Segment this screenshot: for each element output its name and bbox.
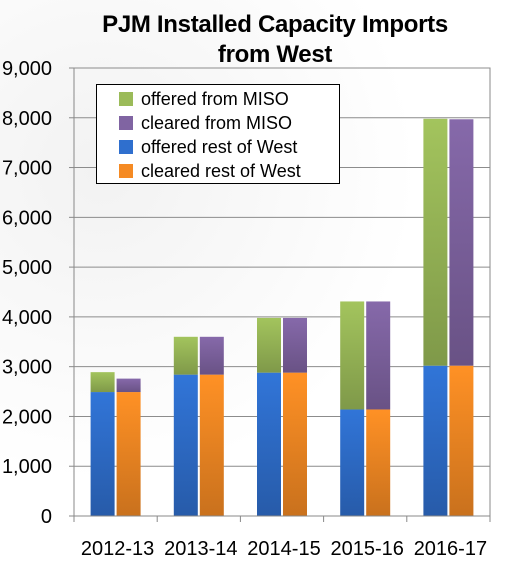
legend-item-cleared-rest-of-west: cleared rest of West bbox=[119, 159, 339, 183]
bar-offered-segment bbox=[340, 409, 365, 516]
bar-cleared-segment bbox=[366, 301, 391, 410]
bar-offered-segment bbox=[90, 372, 115, 393]
legend-swatch bbox=[119, 116, 133, 130]
bar-offered-segment bbox=[340, 301, 365, 410]
bar-cleared-segment bbox=[366, 409, 391, 516]
x-tick-label: 2015-16 bbox=[330, 538, 403, 560]
legend-item-offered-miso: offered from MISO bbox=[119, 87, 339, 111]
y-tick-label: 2,000 bbox=[2, 406, 52, 428]
x-tick-label: 2016-17 bbox=[414, 538, 487, 560]
legend-item-cleared-miso: cleared from MISO bbox=[119, 111, 339, 135]
y-tick-label: 9,000 bbox=[2, 58, 52, 80]
bar-offered-segment bbox=[257, 317, 281, 373]
bar-offered-segment bbox=[173, 336, 198, 375]
legend-label: cleared from MISO bbox=[141, 112, 293, 133]
x-tick-label: 2013-14 bbox=[164, 538, 237, 560]
y-tick-label: 7,000 bbox=[2, 158, 52, 180]
y-tick-label: 3,000 bbox=[2, 357, 52, 379]
bar-cleared-segment bbox=[283, 372, 307, 516]
y-tick-label: 0 bbox=[41, 506, 52, 528]
bar-cleared-segment bbox=[449, 365, 474, 516]
y-tick-label: 4,000 bbox=[2, 307, 52, 329]
bar-offered-segment bbox=[257, 372, 281, 516]
chart-title-line-1: PJM Installed Capacity Imports bbox=[102, 11, 448, 38]
bar-cleared-segment bbox=[116, 378, 141, 393]
x-tick-label: 2014-15 bbox=[247, 538, 320, 560]
legend-label: offered from MISO bbox=[141, 88, 289, 109]
bar-cleared-segment bbox=[283, 317, 307, 373]
x-tick-label: 2012-13 bbox=[81, 538, 154, 560]
legend-label: cleared rest of West bbox=[141, 160, 301, 181]
bar-cleared-segment bbox=[199, 374, 224, 516]
bar-offered-segment bbox=[423, 365, 448, 516]
legend-swatch bbox=[119, 92, 133, 106]
bar-offered-segment bbox=[423, 118, 448, 366]
bar-offered-segment bbox=[173, 374, 198, 516]
bar-cleared-segment bbox=[199, 336, 224, 375]
bar-cleared-segment bbox=[116, 392, 141, 516]
y-tick-label: 1,000 bbox=[2, 456, 52, 478]
legend-label: offered rest of West bbox=[141, 136, 298, 157]
y-tick-label: 8,000 bbox=[2, 108, 52, 130]
bar-offered-segment bbox=[90, 392, 115, 516]
chart-title-line-2: from West bbox=[217, 41, 333, 68]
y-tick-label: 6,000 bbox=[2, 207, 52, 229]
legend-swatch bbox=[119, 140, 133, 154]
y-tick-label: 5,000 bbox=[2, 257, 52, 279]
chart-title: PJM Installed Capacity Imports from West bbox=[40, 10, 507, 70]
legend-item-offered-rest-of-west: offered rest of West bbox=[119, 135, 339, 159]
chart-legend: offered from MISO cleared from MISO offe… bbox=[96, 84, 340, 184]
legend-swatch bbox=[119, 164, 133, 178]
bar-cleared-segment bbox=[449, 119, 474, 366]
